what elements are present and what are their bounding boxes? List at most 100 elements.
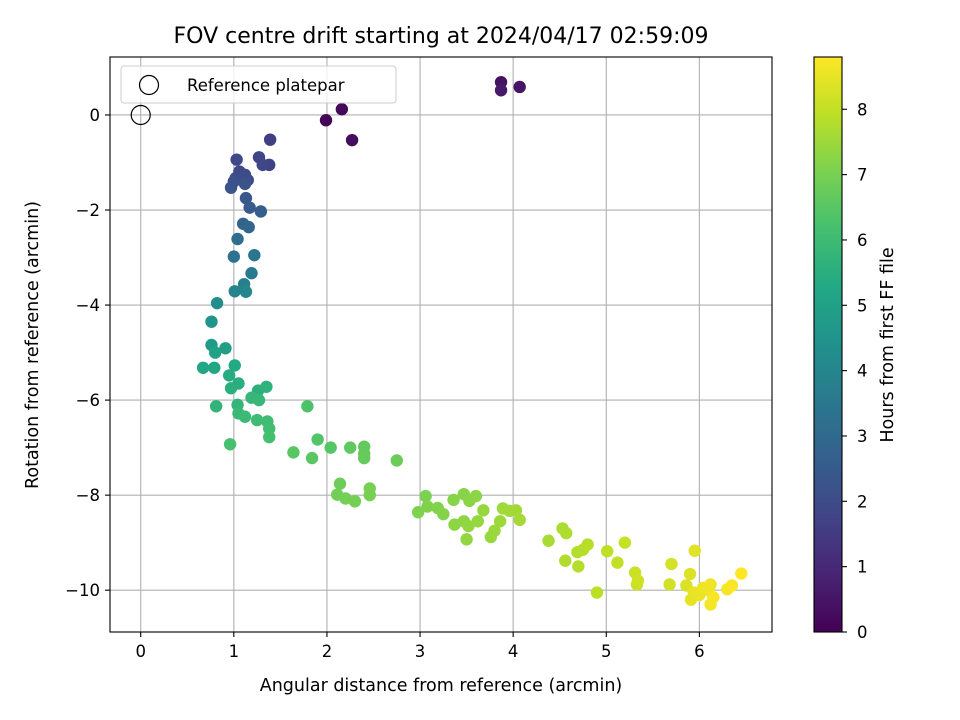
scatter-point: [333, 477, 347, 490]
scatter-point: [209, 400, 223, 413]
scatter-point: [311, 433, 324, 446]
colorbar-tick-label: 0: [857, 623, 868, 642]
reference-platepar-marker: [130, 104, 151, 126]
scatter-point: [357, 451, 371, 465]
scatter-point: [618, 536, 632, 549]
scatter-point: [335, 103, 349, 116]
scatter-point: [231, 232, 244, 246]
scatter-point: [663, 578, 676, 591]
scatter-point: [254, 205, 268, 218]
y-tick-label: −2: [76, 201, 100, 220]
scatter-point: [493, 515, 507, 528]
scatter-point: [223, 438, 237, 451]
scatter-point: [238, 177, 252, 191]
scatter-point: [363, 488, 376, 502]
scatter-point: [688, 544, 701, 557]
scatter-point: [390, 454, 403, 467]
scatter-point: [509, 504, 523, 517]
scatter-point: [477, 504, 490, 517]
scatter-point: [305, 451, 319, 465]
scatter-point: [488, 524, 501, 537]
scatter-point: [560, 526, 573, 540]
x-axis-label: Angular distance from reference (arcmin): [260, 676, 623, 696]
scatter-point: [411, 506, 425, 519]
scatter-point: [471, 515, 484, 528]
colorbar-tick-label: 4: [857, 362, 868, 381]
scatter-point: [542, 534, 555, 547]
scatter-point: [209, 346, 222, 359]
scatter-point: [224, 382, 238, 395]
x-tick-label: 1: [229, 642, 240, 661]
scatter-point: [252, 393, 266, 407]
scatter-point: [345, 133, 359, 147]
scatter-point: [230, 153, 243, 166]
scatter-point: [469, 489, 483, 503]
scatter-point: [631, 574, 645, 587]
scatter-point: [301, 400, 314, 413]
colorbar-tick-label: 7: [857, 166, 868, 185]
reference-marker-layer: [130, 104, 151, 126]
plot-frame: [109, 56, 773, 633]
scatter-point: [419, 489, 432, 503]
scatter-point: [263, 430, 276, 444]
x-axis-ticks: 0 1 2 3 4 5 6: [135, 632, 705, 661]
x-tick-label: 5: [601, 642, 612, 661]
colorbar-tick-label: 5: [857, 296, 868, 315]
scatter-point: [590, 586, 604, 599]
scatter-point: [239, 191, 253, 205]
colorbar-tick-label: 6: [857, 231, 868, 250]
legend-label: Reference platepar: [187, 76, 345, 95]
scatter-point: [243, 201, 256, 214]
chart-title: FOV centre drift starting at 2024/04/17 …: [174, 24, 709, 49]
scatter-point: [227, 250, 241, 263]
scatter-point: [513, 80, 526, 94]
colorbar-ticks: 0 1 2 3 4 5 6 7 8: [842, 100, 868, 642]
scatter-point: [447, 493, 460, 507]
scatter-point: [208, 361, 221, 374]
scatter-point: [263, 133, 277, 146]
scatter-point: [256, 158, 269, 172]
scatter-point: [224, 181, 238, 194]
y-axis-label: Rotation from reference (arcmin): [23, 201, 43, 489]
colorbar-tick-label: 2: [857, 492, 868, 511]
x-tick-label: 3: [415, 642, 426, 661]
scatter-point: [704, 578, 717, 591]
scatter-point: [287, 446, 300, 459]
scatter-point: [245, 267, 258, 280]
y-tick-label: 0: [90, 106, 101, 125]
scatter-point: [238, 410, 252, 423]
x-tick-label: 4: [508, 642, 519, 661]
scatter-point: [572, 560, 585, 573]
legend-box: [120, 65, 397, 104]
scatter-point: [242, 220, 255, 234]
y-tick-label: −10: [65, 581, 100, 600]
scatter-point: [250, 413, 264, 427]
colorbar-tick-label: 3: [857, 427, 868, 446]
scatter-point: [228, 359, 241, 372]
scatter-point: [348, 495, 362, 508]
data-points: [196, 75, 748, 611]
scatter-point: [339, 492, 352, 505]
scatter-point: [437, 507, 450, 521]
scatter-point: [581, 538, 594, 551]
scatter-point: [324, 441, 337, 454]
legend: Reference platepar: [120, 65, 397, 104]
scatter-point: [735, 567, 748, 580]
scatter-point: [260, 380, 273, 393]
colorbar-label: Hours from first FF file: [878, 247, 898, 442]
colorbar-tick-label: 8: [857, 100, 868, 119]
colorbar: 0 1 2 3 4 5 6 7 8 Hours from first FF file: [813, 56, 898, 642]
legend-marker: [138, 74, 160, 96]
scatter-point: [228, 285, 241, 298]
y-axis-ticks: 0 −2 −4 −6 −8 −10: [65, 106, 110, 600]
x-tick-label: 2: [322, 642, 333, 661]
scatter-point: [263, 422, 276, 435]
scatter-point: [494, 84, 508, 97]
x-tick-label: 6: [694, 642, 705, 661]
y-tick-label: −8: [76, 486, 100, 505]
y-tick-label: −4: [76, 296, 100, 315]
scatter-point: [205, 315, 218, 328]
colorbar-tick-label: 1: [857, 558, 868, 577]
grid-lines: [110, 57, 772, 632]
scatter-point: [248, 248, 261, 262]
